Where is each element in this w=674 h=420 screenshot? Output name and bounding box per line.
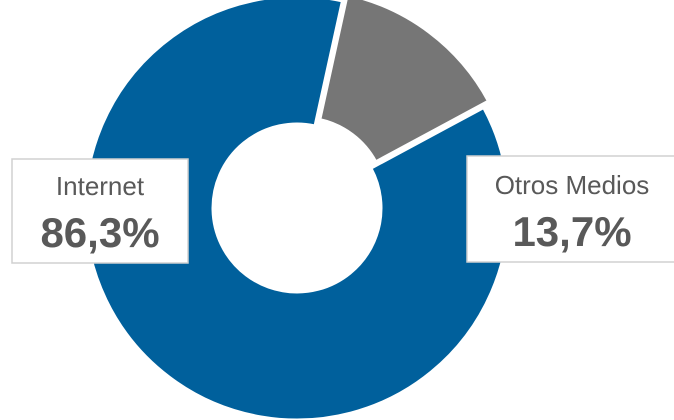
donut-slices bbox=[83, 0, 511, 420]
slice-internet bbox=[83, 0, 511, 420]
slice-labels: Internet 86,3% Otros Medios 13,7% bbox=[11, 155, 674, 264]
label-box-otros-medios bbox=[466, 155, 674, 263]
label-category-otros-medios: Otros Medios bbox=[495, 170, 650, 200]
label-internet: Internet 86,3% bbox=[11, 158, 189, 264]
label-category-internet: Internet bbox=[56, 171, 145, 201]
label-box-internet bbox=[11, 158, 189, 264]
label-value-otros-medios: 13,7% bbox=[512, 208, 631, 255]
label-value-internet: 86,3% bbox=[40, 209, 159, 256]
slice-otros-medios bbox=[318, 0, 491, 164]
label-otros-medios: Otros Medios 13,7% bbox=[466, 155, 674, 263]
